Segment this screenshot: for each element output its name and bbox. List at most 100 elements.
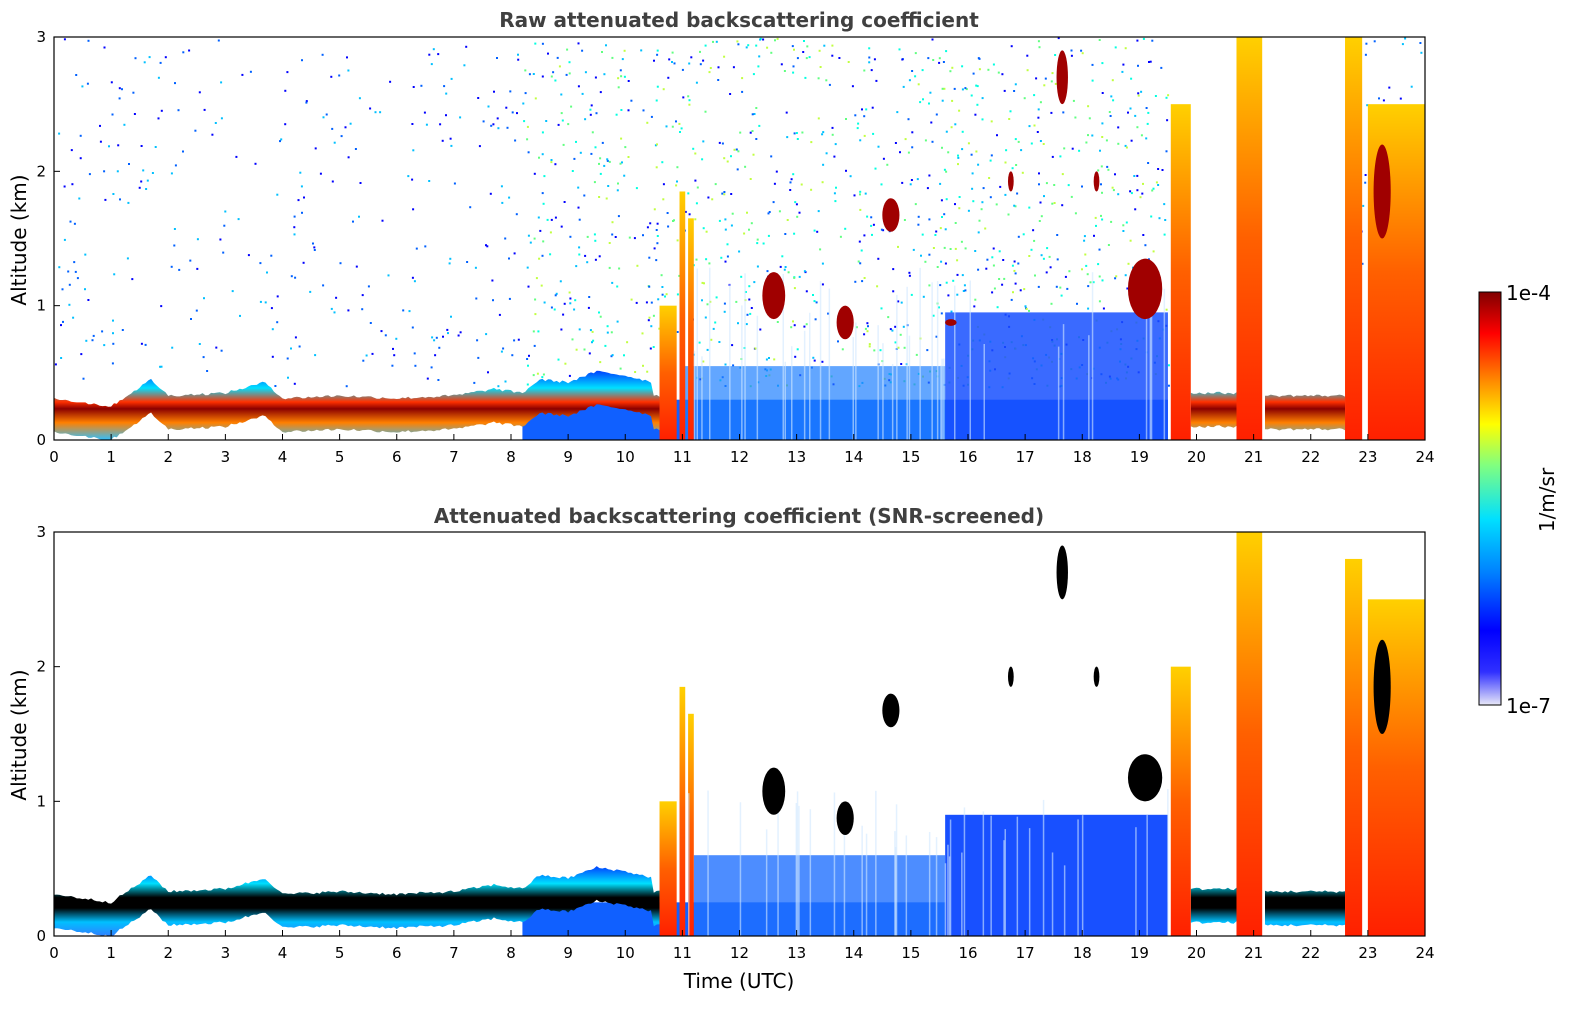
x-tick-label: 11 [673,944,692,962]
x-tick-label: 0 [49,944,59,962]
noise-speckle [917,215,920,218]
noise-speckle [621,161,623,164]
noise-speckle [1028,309,1030,312]
x-tick-label: 13 [787,448,806,466]
y-tick-label: 1 [36,792,46,810]
noise-speckle [868,345,871,348]
noise-speckle [928,253,931,256]
noise-speckle [88,173,91,176]
noise-speckle [755,107,758,109]
noise-speckle [656,143,658,146]
noise-speckle [767,212,770,215]
noise-speckle [1152,250,1155,253]
noise-speckle [943,168,946,171]
noise-speckle [487,371,489,374]
noise-speckle [1137,92,1140,95]
noise-speckle [856,127,859,130]
noise-speckle [1015,164,1018,166]
noise-speckle [860,249,863,252]
noise-speckle [87,39,90,42]
noise-speckle [929,91,932,94]
noise-speckle [608,160,611,163]
noise-speckle [620,109,623,111]
noise-speckle [910,293,913,296]
noise-speckle [930,121,933,124]
noise-speckle [395,337,398,340]
noise-speckle [1045,182,1048,185]
noise-speckle [676,180,678,183]
noise-speckle [859,193,861,196]
noise-speckle [476,339,479,342]
noise-speckle [825,152,828,155]
noise-speckle [369,107,372,110]
noise-speckle [441,139,444,142]
x-tick-label: 4 [278,944,288,962]
noise-speckle [838,57,841,59]
noise-speckle [792,65,795,68]
noise-speckle [655,99,658,102]
streak [1088,335,1090,440]
noise-speckle [541,153,544,156]
noise-speckle [749,178,752,180]
noise-speckle [1130,139,1133,142]
noise-speckle [606,159,609,162]
colorbar: 1e-4 1e-7 1/m/sr [1478,281,1559,718]
noise-speckle [707,196,710,199]
noise-speckle [559,280,562,283]
noise-speckle [702,140,705,143]
noise-speckle [712,327,715,330]
noise-speckle [987,68,990,71]
noise-speckle [911,131,914,134]
noise-speckle [1021,171,1024,174]
noise-speckle [160,109,163,112]
noise-speckle [485,333,488,336]
noise-speckle [566,48,569,51]
noise-speckle [412,208,415,211]
cloud-patch [1007,171,1014,192]
noise-speckle [286,71,289,74]
noise-speckle [1028,255,1031,257]
noise-speckle [564,362,567,365]
noise-speckle [313,246,316,249]
noise-speckle [1127,262,1130,265]
streak [894,847,897,936]
x-tick-label: 23 [1358,944,1377,962]
noise-speckle [1014,282,1017,285]
noise-speckle [411,178,414,181]
noise-speckle [837,340,839,343]
streak [905,835,908,936]
noise-speckle [58,132,61,135]
noise-speckle [67,270,70,273]
noise-speckle [314,147,317,150]
noise-speckle [1098,248,1101,251]
noise-speckle [1012,291,1014,294]
noise-speckle [1127,111,1129,114]
noise-speckle [868,56,871,59]
noise-speckle [708,262,711,265]
noise-speckle [1081,52,1084,55]
noise-speckle [812,294,814,296]
noise-speckle [425,123,428,126]
noise-speckle [322,116,325,119]
noise-speckle [1108,111,1111,113]
streak [791,346,793,440]
noise-speckle [899,151,901,154]
noise-speckle [662,198,665,201]
noise-speckle [501,201,504,204]
noise-speckle [961,88,964,91]
noise-speckle [977,268,980,271]
noise-speckle [527,151,530,154]
noise-speckle [867,325,869,328]
streak [865,833,868,936]
noise-speckle [1378,97,1380,100]
noise-speckle [113,273,116,276]
noise-speckle [694,179,697,182]
noise-speckle [414,364,417,367]
noise-speckle [964,289,967,292]
noise-speckle [1098,300,1101,303]
noise-speckle [732,364,735,367]
noise-speckle [1152,187,1155,190]
noise-speckle [1142,234,1145,236]
noise-speckle [182,51,185,54]
streak [739,802,742,936]
